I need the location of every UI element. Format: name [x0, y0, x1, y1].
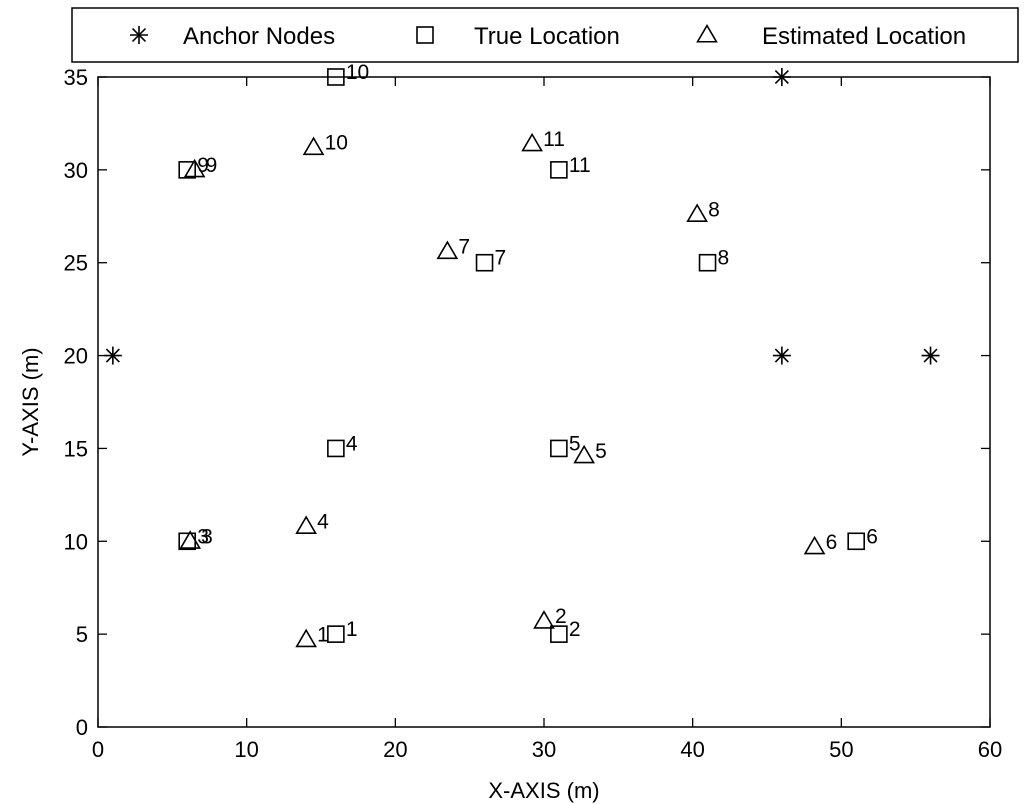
true-location-label: 10 — [346, 61, 369, 84]
series-triangle: 1 2 3 4 5 6 7 8 9 10 11 — [179, 128, 838, 648]
estimated-location-point — [295, 628, 317, 648]
estimated-location-label: 6 — [826, 531, 838, 554]
asterisk-stroke — [131, 27, 147, 43]
y-tick-label: 15 — [64, 436, 88, 461]
y-tick-label: 10 — [64, 529, 88, 554]
asterisk-stroke — [105, 348, 120, 363]
estimated-location-label: 1 — [317, 624, 329, 647]
anchor-node-point — [103, 346, 122, 365]
true-location-point — [327, 625, 345, 643]
legend-marker-square — [416, 26, 434, 44]
estimated-location-point — [302, 136, 325, 156]
true-location-label: 6 — [866, 525, 878, 548]
asterisk-stroke — [774, 69, 789, 85]
estimated-location-label: 7 — [458, 236, 470, 259]
estimated-location-label: 11 — [543, 128, 565, 151]
legend: Anchor Nodes True Location Estimated Locat… — [71, 7, 1019, 63]
true-location-point — [698, 253, 717, 272]
true-location-point — [550, 625, 568, 643]
estimated-location-label: 5 — [595, 440, 607, 463]
estimated-location-label: 8 — [708, 198, 720, 221]
x-axis-label: X-AXIS (m) — [488, 778, 599, 803]
true-location-label: 9 — [197, 154, 209, 177]
estimated-location-label: 2 — [555, 605, 567, 628]
estimated-location-label: 4 — [317, 510, 329, 533]
anchor-node-point — [772, 68, 791, 86]
legend-marker-triangle — [696, 23, 718, 43]
x-tick-label: 0 — [92, 737, 104, 762]
y-tick-label: 5 — [76, 622, 88, 647]
x-tick-label: 30 — [532, 737, 556, 762]
true-location-point — [847, 532, 866, 551]
estimated-location-point — [803, 535, 826, 555]
true-location-label: 3 — [197, 525, 209, 548]
true-location-label: 11 — [569, 154, 591, 177]
estimated-location-point — [686, 203, 708, 222]
legend-entry-triangle: Estimated Location — [762, 23, 966, 50]
estimated-location-point — [573, 444, 595, 464]
true-location-label: 7 — [495, 247, 507, 270]
true-location-point — [550, 161, 568, 179]
true-location-point — [550, 439, 568, 458]
series-square: 1 2 3 4 5 6 7 8 9 10 11 — [178, 61, 878, 643]
asterisk-stroke — [774, 348, 789, 363]
estimated-location-point — [436, 240, 459, 260]
anchor-node-point — [772, 346, 791, 365]
series-asterisk — [103, 68, 940, 365]
y-tick-label: 25 — [64, 251, 88, 276]
estimated-location-label: 10 — [325, 132, 348, 155]
true-location-label: 4 — [346, 432, 358, 455]
y-tick-label: 30 — [64, 158, 88, 183]
legend-marker-asterisk — [130, 26, 148, 44]
y-tick-label: 20 — [64, 344, 88, 369]
y-axis-label: Y-AXIS (m) — [18, 347, 43, 456]
y-tick-label: 0 — [76, 715, 88, 740]
estimated-location-label: 9 — [206, 154, 218, 177]
legend-box — [71, 7, 1019, 63]
true-location-label: 2 — [569, 618, 581, 641]
estimated-location-label: 3 — [201, 525, 213, 548]
asterisk-stroke — [923, 348, 938, 363]
true-location-point — [327, 68, 345, 86]
y-tick-label: 35 — [64, 65, 88, 90]
estimated-location-point — [179, 530, 202, 549]
legend-entry-asterisk: Anchor Nodes — [183, 23, 335, 50]
x-tick-label: 50 — [829, 737, 853, 762]
true-location-label: 1 — [346, 618, 358, 641]
estimated-location-point — [533, 610, 555, 629]
true-location-label: 8 — [718, 247, 730, 270]
true-location-point — [178, 161, 196, 179]
true-location-point — [475, 253, 494, 272]
x-tick-label: 60 — [978, 737, 1002, 762]
estimated-location-point — [295, 515, 317, 534]
true-location-label: 5 — [569, 432, 581, 455]
estimated-location-point — [521, 132, 543, 152]
anchor-node-point — [921, 346, 940, 365]
x-tick-label: 10 — [234, 737, 258, 762]
plot-area — [97, 76, 991, 728]
estimated-location-point — [183, 158, 206, 178]
x-tick-label: 40 — [680, 737, 704, 762]
legend-entry-square: True Location — [474, 23, 620, 50]
true-location-point — [327, 439, 345, 458]
x-tick-label: 20 — [383, 737, 407, 762]
